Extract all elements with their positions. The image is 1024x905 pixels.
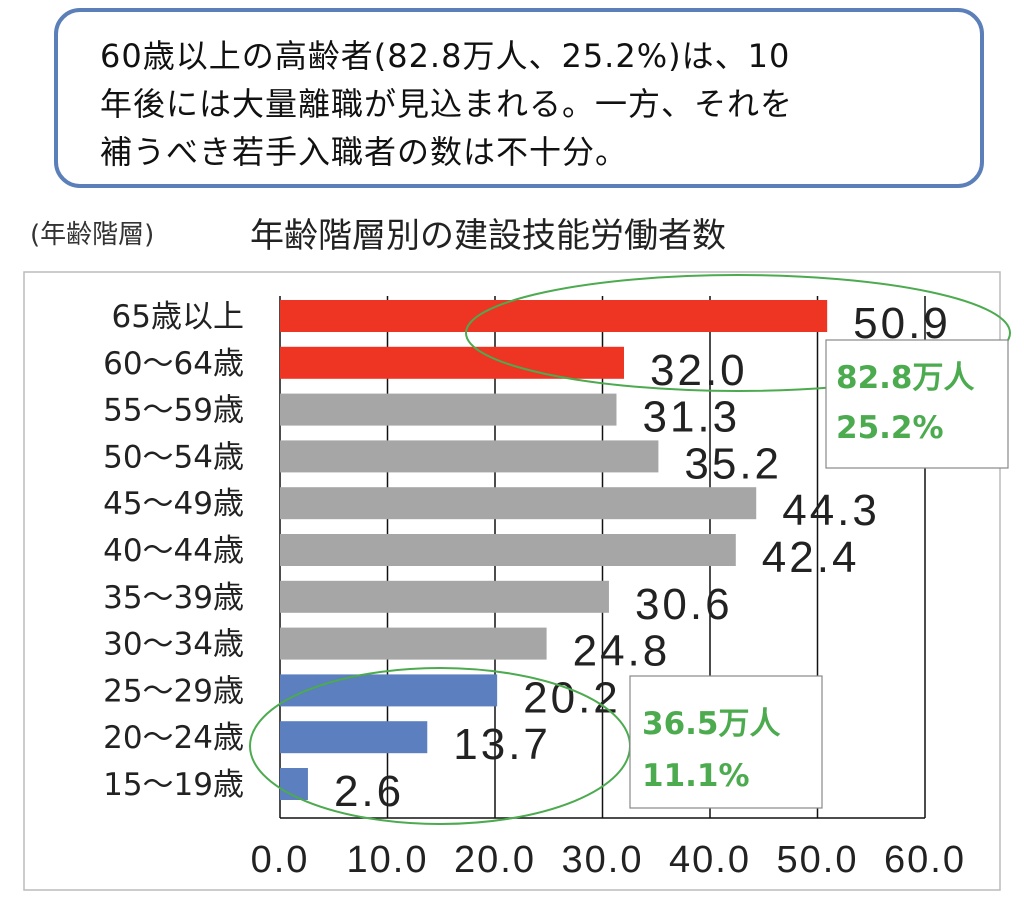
category-label-1: 60～64歳 (103, 346, 244, 382)
value-labels: 50.932.031.335.244.342.430.624.820.213.7… (334, 299, 948, 816)
x-tick-labels: 0.0 10.0 20.0 30.0 40.0 50.0 60.0 (251, 839, 966, 881)
category-labels: 65歳以上 60～64歳 55～59歳 50～54歳 45～49歳 40～44歳 35～39… (103, 299, 244, 803)
annotation-senior-line-0: 82.8万人 (836, 360, 975, 396)
annotation-box-senior (825, 339, 1009, 469)
value-label-7: 24.8 (573, 627, 671, 676)
bar-4 (280, 487, 757, 520)
annotation-senior-line-1: 25.2% (836, 410, 944, 446)
callout-line-2: 年後には大量離職が見込まれる。一方、それを (100, 85, 794, 123)
bar-3 (280, 440, 659, 473)
bar-6 (280, 580, 609, 613)
bar-1 (280, 346, 624, 379)
callout-line-1: 60歳以上の高齢者(82.8万人、25.2%)は、10 (100, 37, 791, 75)
x-tick-label-6: 60.0 (884, 839, 966, 881)
summary-callout: 60歳以上の高齢者(82.8万人、25.2%)は、10 年後には大量離職が見込ま… (54, 8, 984, 188)
x-tick-label-1: 10.0 (347, 839, 429, 881)
value-label-4: 44.3 (782, 486, 880, 535)
category-label-8: 25～29歳 (103, 673, 244, 709)
x-tick-label-4: 40.0 (669, 839, 751, 881)
category-label-7: 30～34歳 (103, 627, 244, 663)
annotations: 82.8万人 25.2% 36.5万人 11.1% (249, 274, 1011, 825)
value-label-9: 13.7 (453, 720, 551, 769)
category-label-5: 40～44歳 (103, 533, 244, 569)
category-label-0: 65歳以上 (112, 299, 244, 335)
category-label-10: 15～19歳 (103, 767, 244, 803)
chart-frame (23, 271, 1001, 891)
value-label-10: 2.6 (334, 767, 404, 816)
value-label-5: 42.4 (762, 533, 860, 582)
bar-2 (280, 393, 617, 426)
bar-10 (280, 768, 308, 800)
annotation-youth-line-0: 36.5万人 (642, 706, 781, 742)
y-axis-label: (年齢階層) (30, 220, 155, 250)
bar-7 (280, 627, 547, 660)
annotation-ellipse-senior (465, 274, 1011, 392)
category-label-2: 55～59歳 (103, 393, 244, 429)
value-label-2: 31.3 (642, 393, 740, 442)
category-label-3: 50～54歳 (103, 439, 244, 475)
value-label-8: 20.2 (523, 673, 621, 722)
bar-0 (280, 300, 828, 332)
value-label-1: 32.0 (650, 346, 748, 395)
category-label-6: 35～39歳 (103, 580, 244, 616)
x-tick-label-2: 20.0 (454, 839, 536, 881)
annotation-box-youth (629, 675, 823, 809)
bar-5 (280, 534, 736, 566)
x-tick-label-0: 0.0 (251, 839, 310, 881)
bars (280, 300, 828, 800)
chart-title: 年齢階層別の建設技能労働者数 (250, 216, 726, 256)
x-tick-label-3: 30.0 (562, 839, 644, 881)
bar-8 (280, 674, 498, 707)
callout-line-3: 補うべき若手入職者の数は不十分。 (100, 133, 629, 171)
value-label-6: 30.6 (635, 580, 733, 629)
x-tick-label-5: 50.0 (777, 839, 859, 881)
value-label-3: 35.2 (684, 439, 782, 488)
bar-9 (280, 721, 428, 754)
category-label-4: 45～49歳 (103, 486, 244, 522)
annotation-youth-line-1: 11.1% (642, 758, 750, 794)
category-label-9: 20～24歳 (103, 720, 244, 756)
